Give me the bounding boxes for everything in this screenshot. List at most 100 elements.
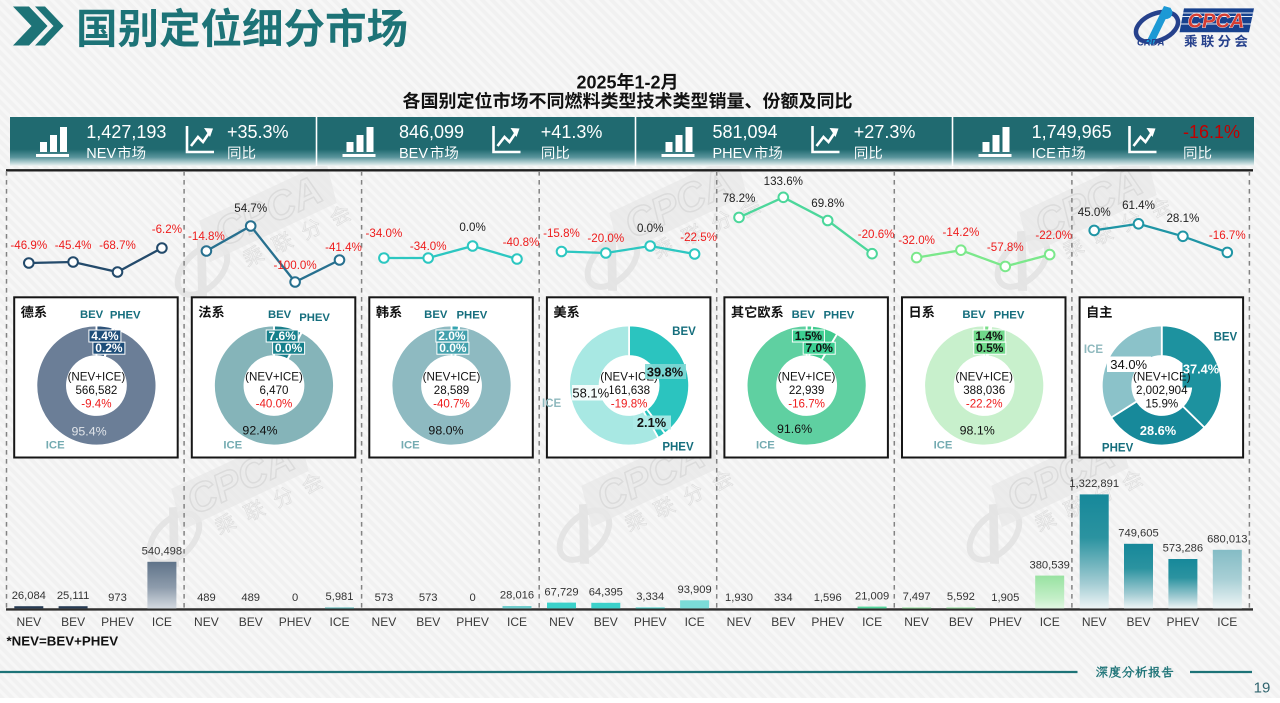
svg-text:BEV: BEV [594,615,618,629]
svg-text:28.1%: 28.1% [1166,212,1199,225]
svg-text:BEV: BEV [1214,332,1238,344]
svg-text:BEV: BEV [771,615,795,629]
svg-text:ICE: ICE [46,440,65,452]
svg-text:7,497: 7,497 [903,591,931,603]
svg-text:BEV: BEV [792,309,816,321]
svg-text:1,749,965: 1,749,965 [1032,122,1112,142]
svg-text:PHEV: PHEV [456,615,489,629]
svg-text:BEV: BEV [268,309,292,321]
svg-text:0.0%: 0.0% [275,341,303,355]
svg-text:BEV: BEV [80,309,104,321]
svg-text:573,286: 573,286 [1163,543,1203,555]
svg-text:-34.0%: -34.0% [366,227,403,240]
svg-text:566,582: 566,582 [75,384,117,397]
svg-text:573: 573 [419,592,438,604]
svg-text:-40.7%: -40.7% [433,398,470,411]
svg-text:PHEV: PHEV [110,310,141,322]
svg-text:-40.0%: -40.0% [256,398,293,411]
svg-text:BEV: BEV [239,615,263,629]
svg-text:1,596: 1,596 [814,592,842,604]
svg-text:NEV: NEV [194,615,219,629]
svg-text:1,905: 1,905 [991,592,1019,604]
svg-text:61.4%: 61.4% [1122,199,1155,212]
svg-text:0.0%: 0.0% [439,341,467,355]
svg-text:PHEV: PHEV [811,615,844,629]
svg-text:(NEV+ICE): (NEV+ICE) [1133,371,1191,384]
svg-text:-16.7%: -16.7% [1209,229,1246,242]
svg-text:161,638: 161,638 [608,384,650,397]
svg-text:PHEV: PHEV [989,615,1022,629]
svg-text:PHEV: PHEV [457,310,488,322]
svg-text:2,002,904: 2,002,904 [1136,384,1188,397]
svg-text:NEV: NEV [549,615,574,629]
svg-text:NEV: NEV [904,615,929,629]
svg-text:-14.8%: -14.8% [188,230,225,243]
svg-text:NEV: NEV [727,615,752,629]
svg-text:PHEV: PHEV [713,146,753,162]
svg-text:(NEV+ICE): (NEV+ICE) [68,371,126,384]
svg-text:-46.9%: -46.9% [10,239,47,252]
svg-text:PHEV: PHEV [994,310,1025,322]
svg-text:(NEV+ICE): (NEV+ICE) [778,371,836,384]
svg-text:-22.5%: -22.5% [680,231,717,244]
svg-text:64,395: 64,395 [589,587,623,599]
svg-text:-68.7%: -68.7% [99,239,136,252]
svg-text:91.6%: 91.6% [777,422,812,436]
svg-text:ICE: ICE [1084,344,1104,356]
svg-text:0.0%: 0.0% [459,221,485,234]
svg-text:-100.0%: -100.0% [274,259,317,272]
svg-text:+27.3%: +27.3% [854,122,916,142]
svg-text:25,111: 25,111 [57,590,90,602]
svg-text:93,909: 93,909 [677,584,711,596]
svg-text:5,981: 5,981 [326,591,354,603]
svg-text:489: 489 [197,592,216,604]
svg-text:ICE: ICE [542,398,562,410]
svg-text:2.0%: 2.0% [438,329,466,343]
svg-text:0.2%: 0.2% [95,341,123,355]
svg-text:1,930: 1,930 [725,592,753,604]
svg-text:ICE: ICE [934,440,953,452]
svg-text:388,036: 388,036 [963,384,1005,397]
svg-text:NEV: NEV [1082,615,1107,629]
svg-text:2025: 2025 [577,72,617,92]
svg-text:21,009: 21,009 [855,590,889,602]
svg-text:92.4%: 92.4% [242,424,277,438]
svg-text:846,099: 846,099 [399,122,464,142]
svg-text:1.4%: 1.4% [975,329,1003,343]
svg-text:-16.1%: -16.1% [1183,122,1240,142]
svg-text:ICE: ICE [1217,615,1237,629]
svg-text:PHEV: PHEV [824,310,855,322]
svg-text:BEV: BEV [399,146,428,162]
svg-text:-20.0%: -20.0% [587,232,624,245]
svg-text:7.0%: 7.0% [806,341,834,355]
svg-text:6,470: 6,470 [259,384,288,397]
svg-text:1,427,193: 1,427,193 [86,122,166,142]
svg-text:680,013: 680,013 [1207,534,1247,546]
svg-text:BEV: BEV [949,615,973,629]
svg-text:NEV: NEV [86,146,116,162]
svg-text:NEV: NEV [16,615,41,629]
svg-text:(NEV+ICE): (NEV+ICE) [423,371,481,384]
svg-text:(NEV+ICE): (NEV+ICE) [955,371,1013,384]
svg-text:PHEV: PHEV [101,615,134,629]
svg-text:380,539: 380,539 [1029,559,1069,571]
svg-text:-40.8%: -40.8% [503,236,540,249]
svg-text:ICE: ICE [756,440,775,452]
svg-text:ICE: ICE [152,615,172,629]
svg-text:28,016: 28,016 [500,590,534,602]
svg-text:ICE: ICE [223,440,242,452]
svg-text:98.0%: 98.0% [428,424,463,438]
svg-text:95.4%: 95.4% [72,425,107,439]
svg-text:37.4%: 37.4% [1183,362,1220,377]
svg-text:ICE: ICE [1032,146,1057,162]
svg-text:PHEV: PHEV [634,615,667,629]
svg-text:98.1%: 98.1% [960,424,995,438]
svg-text:7.6%: 7.6% [269,329,297,343]
svg-text:45.0%: 45.0% [1078,206,1111,219]
svg-text:22,939: 22,939 [789,384,824,397]
svg-text:-16.7%: -16.7% [788,398,825,411]
svg-text:(NEV+ICE): (NEV+ICE) [600,371,658,384]
svg-text:1,322,891: 1,322,891 [1069,478,1119,490]
svg-text:26,084: 26,084 [12,590,46,602]
svg-text:-32.0%: -32.0% [898,234,935,247]
